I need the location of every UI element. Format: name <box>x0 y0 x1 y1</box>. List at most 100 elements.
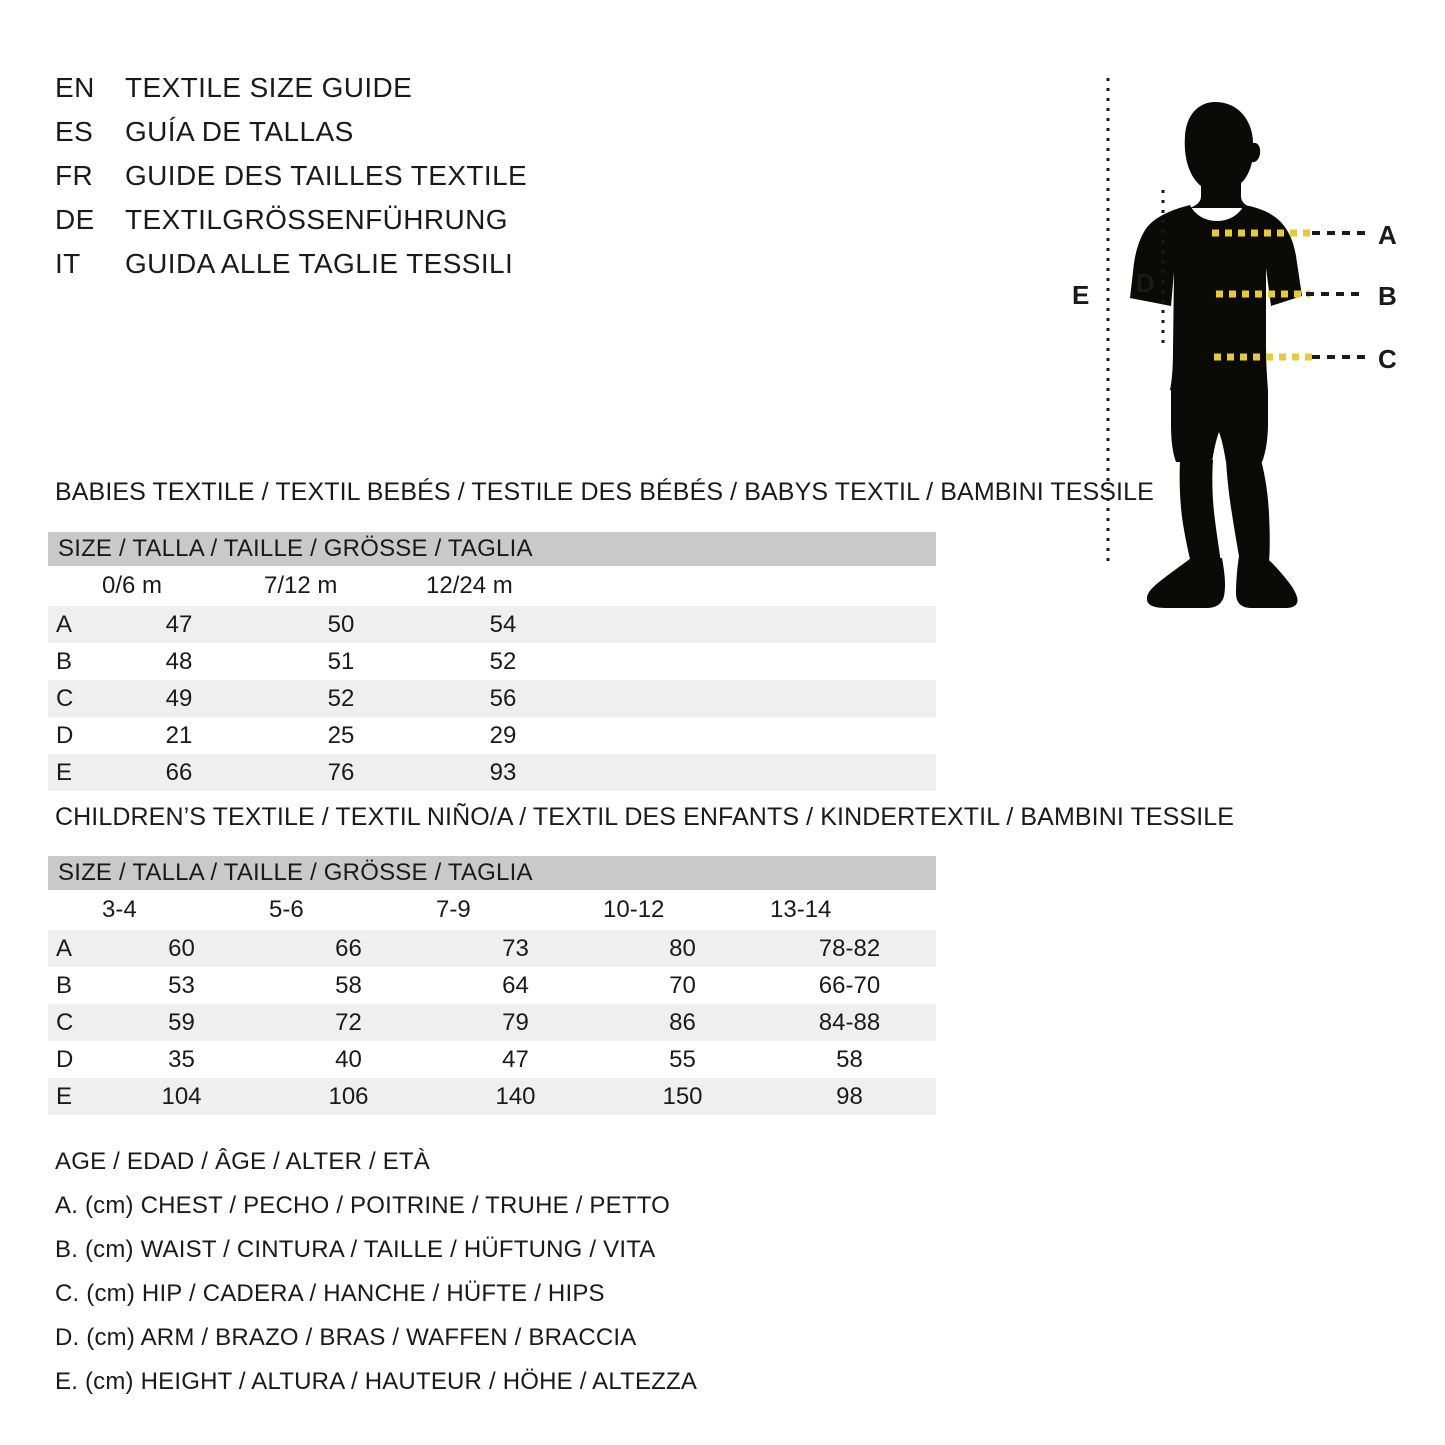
babies-column-header-0: 0/6 m <box>102 572 163 599</box>
children-cell-a-0: 60 <box>168 934 195 962</box>
babies-section-title: BABIES TEXTILE / TEXTIL BEBÉS / TESTILE … <box>55 478 1154 506</box>
children-column-header-4: 13-14 <box>770 896 832 923</box>
language-code-it: IT <box>55 248 81 279</box>
measurement-label-b: B <box>1378 281 1397 311</box>
children-column-header-3: 10-12 <box>603 896 665 923</box>
babies-cell-c-0: 49 <box>165 684 193 712</box>
children-table-band: SIZE / TALLA / TAILLE / GRÖSSE / TAGLIA <box>48 856 936 890</box>
babies-row-label-a: A <box>56 610 73 638</box>
legend-line-height: E. (cm) HEIGHT / ALTURA / HAUTEUR / HÖHE… <box>55 1368 698 1395</box>
babies-column-header-1: 7/12 m <box>264 572 338 599</box>
language-title-en: TEXTILE SIZE GUIDE <box>125 72 413 103</box>
children-cell-e-3: 150 <box>662 1082 703 1110</box>
children-column-header-2: 7-9 <box>436 896 471 923</box>
children-cell-c-4: 84-88 <box>818 1008 881 1036</box>
babies-table-band: SIZE / TALLA / TAILLE / GRÖSSE / TAGLIA <box>48 532 936 566</box>
babies-size-table: SIZE / TALLA / TAILLE / GRÖSSE / TAGLIA … <box>48 532 936 791</box>
legend-line-chest: A. (cm) CHEST / PECHO / POITRINE / TRUHE… <box>55 1192 671 1219</box>
children-size-table: SIZE / TALLA / TAILLE / GRÖSSE / TAGLIA … <box>48 856 936 1115</box>
babies-cell-e-1: 76 <box>327 758 355 786</box>
children-cell-d-3: 55 <box>669 1045 696 1073</box>
babies-cell-b-0: 48 <box>165 647 193 675</box>
babies-cell-b-1: 51 <box>327 647 355 675</box>
table-row: A 60 66 73 80 78-82 <box>48 930 936 967</box>
children-cell-a-3: 80 <box>669 934 696 962</box>
legend-line-age: AGE / EDAD / ÂGE / ALTER / ETÀ <box>55 1148 430 1175</box>
babies-cell-d-2: 29 <box>489 721 517 749</box>
children-cell-b-1: 58 <box>335 971 362 999</box>
babies-cell-e-2: 93 <box>489 758 517 786</box>
measurement-figure: A B C D E <box>1040 50 1445 610</box>
language-row-en: EN TEXTILE SIZE GUIDE <box>55 72 675 116</box>
children-cell-c-0: 59 <box>168 1008 195 1036</box>
language-code-en: EN <box>55 72 95 103</box>
children-cell-e-2: 140 <box>495 1082 536 1110</box>
babies-cell-c-2: 56 <box>489 684 517 712</box>
children-cell-a-2: 73 <box>502 934 529 962</box>
language-row-it: IT GUIDA ALLE TAGLIE TESSILI <box>55 248 675 292</box>
children-cell-d-2: 47 <box>502 1045 529 1073</box>
children-column-header-0: 3-4 <box>102 896 137 923</box>
children-cell-e-1: 106 <box>328 1082 369 1110</box>
table-row: E 104 106 140 150 98 <box>48 1078 936 1115</box>
children-row-label-a: A <box>56 934 73 962</box>
babies-cell-a-2: 54 <box>489 610 517 638</box>
language-row-de: DE TEXTILGRÖSSENFÜHRUNG <box>55 204 675 248</box>
babies-column-header-row: 0/6 m 7/12 m 12/24 m <box>48 566 936 606</box>
babies-row-label-d: D <box>56 721 74 749</box>
legend-line-arm: D. (cm) ARM / BRAZO / BRAS / WAFFEN / BR… <box>55 1324 637 1351</box>
children-column-header-row: 3-4 5-6 7-9 10-12 13-14 <box>48 890 936 930</box>
table-row: B 53 58 64 70 66-70 <box>48 967 936 1004</box>
table-row: A 47 50 54 <box>48 606 936 643</box>
language-header-block: EN TEXTILE SIZE GUIDE ES GUÍA DE TALLAS … <box>55 72 675 292</box>
language-code-fr: FR <box>55 160 94 191</box>
language-row-es: ES GUÍA DE TALLAS <box>55 116 675 160</box>
babies-cell-c-1: 52 <box>327 684 355 712</box>
table-row: C 59 72 79 86 84-88 <box>48 1004 936 1041</box>
language-row-fr: FR GUIDE DES TAILLES TEXTILE <box>55 160 675 204</box>
measurement-label-a: A <box>1378 220 1397 250</box>
table-row: D 35 40 47 55 58 <box>48 1041 936 1078</box>
table-row: D 21 25 29 <box>48 717 936 754</box>
babies-cell-e-0: 66 <box>165 758 193 786</box>
children-cell-d-0: 35 <box>168 1045 195 1073</box>
table-row: C 49 52 56 <box>48 680 936 717</box>
measurement-label-e: E <box>1072 280 1090 310</box>
babies-cell-d-0: 21 <box>165 721 193 749</box>
language-code-es: ES <box>55 116 94 147</box>
babies-row-label-e: E <box>56 758 73 786</box>
table-row: E 66 76 93 <box>48 754 936 791</box>
language-title-it: GUIDA ALLE TAGLIE TESSILI <box>125 248 514 279</box>
children-row-label-b: B <box>56 971 73 999</box>
children-cell-d-4: 58 <box>836 1045 863 1073</box>
measurement-label-d: D <box>1136 268 1155 298</box>
babies-cell-a-1: 50 <box>327 610 355 638</box>
language-code-de: DE <box>55 204 95 235</box>
table-row: B 48 51 52 <box>48 643 936 680</box>
children-cell-b-3: 70 <box>669 971 696 999</box>
children-cell-a-1: 66 <box>335 934 362 962</box>
children-cell-c-2: 79 <box>502 1008 529 1036</box>
children-cell-b-4: 66-70 <box>818 971 881 999</box>
babies-column-header-2: 12/24 m <box>426 572 513 599</box>
babies-cell-d-1: 25 <box>327 721 355 749</box>
children-band-label: SIZE / TALLA / TAILLE / GRÖSSE / TAGLIA <box>58 859 533 886</box>
children-cell-b-0: 53 <box>168 971 195 999</box>
legend-line-hip: C. (cm) HIP / CADERA / HANCHE / HÜFTE / … <box>55 1280 605 1307</box>
children-row-label-c: C <box>56 1008 74 1036</box>
babies-cell-b-2: 52 <box>489 647 517 675</box>
children-cell-e-0: 104 <box>161 1082 202 1110</box>
measurement-legend: AGE / EDAD / ÂGE / ALTER / ETÀ A. (cm) C… <box>55 1140 755 1404</box>
babies-cell-a-0: 47 <box>165 610 193 638</box>
children-cell-c-3: 86 <box>669 1008 696 1036</box>
language-title-fr: GUIDE DES TAILLES TEXTILE <box>125 160 528 191</box>
children-cell-b-2: 64 <box>502 971 529 999</box>
children-cell-d-1: 40 <box>335 1045 362 1073</box>
children-column-header-1: 5-6 <box>269 896 304 923</box>
children-section-title: CHILDREN’S TEXTILE / TEXTIL NIÑO/A / TEX… <box>55 803 1235 831</box>
children-row-label-d: D <box>56 1045 74 1073</box>
legend-line-waist: B. (cm) WAIST / CINTURA / TAILLE / HÜFTU… <box>55 1236 656 1263</box>
babies-row-label-c: C <box>56 684 74 712</box>
child-silhouette-icon <box>1106 78 1365 608</box>
